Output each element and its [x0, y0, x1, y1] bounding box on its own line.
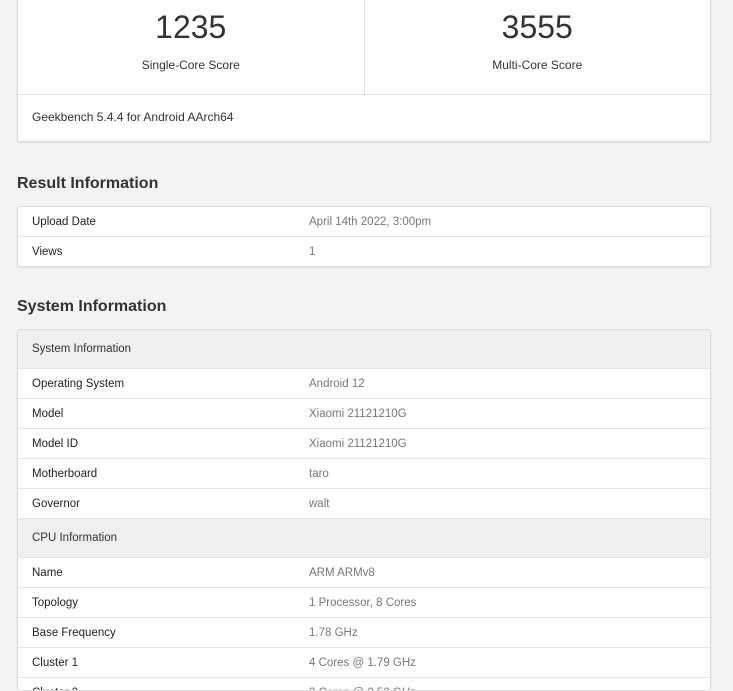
row-key: Name: [18, 567, 309, 579]
row-value: Xiaomi 21121210G: [309, 438, 407, 450]
section-header: CPU Information: [18, 518, 710, 557]
result-information-heading: Result Information: [17, 175, 158, 193]
single-core-score: 1235 Single-Core Score: [18, 0, 364, 94]
benchmark-version: Geekbench 5.4.4 for Android AArch64: [18, 95, 710, 139]
row-key: Topology: [18, 597, 309, 609]
single-core-label: Single-Core Score: [18, 58, 364, 72]
table-row: Views 1: [18, 236, 710, 266]
row-value: 1 Processor, 8 Cores: [309, 597, 416, 609]
multi-core-value: 3555: [365, 9, 711, 46]
row-value: 4 Cores @ 1.79 GHz: [309, 657, 416, 669]
row-value: ARM ARMv8: [309, 567, 375, 579]
row-key: Views: [18, 246, 309, 258]
row-key: Upload Date: [18, 216, 309, 228]
row-value: Xiaomi 21121210G: [309, 408, 407, 420]
row-key: Model ID: [18, 438, 309, 450]
row-value: taro: [309, 468, 329, 480]
row-value: Android 12: [309, 378, 365, 390]
multi-core-label: Multi-Core Score: [365, 58, 711, 72]
single-core-value: 1235: [18, 9, 364, 46]
score-card: 1235 Single-Core Score 3555 Multi-Core S…: [17, 0, 711, 142]
row-value: 1: [309, 246, 315, 258]
row-key: Cluster 1: [18, 657, 309, 669]
row-value: 3 Cores @ 2.50 GHz: [309, 687, 416, 691]
system-information-heading: System Information: [17, 298, 166, 316]
section-header: System Information: [18, 330, 710, 368]
table-row: Cluster 23 Cores @ 2.50 GHz: [18, 677, 710, 691]
row-value: April 14th 2022, 3:00pm: [309, 216, 431, 228]
row-key: Operating System: [18, 378, 309, 390]
row-key: Model: [18, 408, 309, 420]
table-row: Upload Date April 14th 2022, 3:00pm: [18, 207, 710, 236]
row-key: Governor: [18, 498, 309, 510]
result-information-table: Upload Date April 14th 2022, 3:00pm View…: [17, 206, 711, 267]
row-key: Cluster 2: [18, 687, 309, 691]
multi-core-score: 3555 Multi-Core Score: [364, 0, 711, 94]
row-value: walt: [309, 498, 329, 510]
row-key: Base Frequency: [18, 627, 309, 639]
row-value: 1.78 GHz: [309, 627, 358, 639]
row-key: Motherboard: [18, 468, 309, 480]
